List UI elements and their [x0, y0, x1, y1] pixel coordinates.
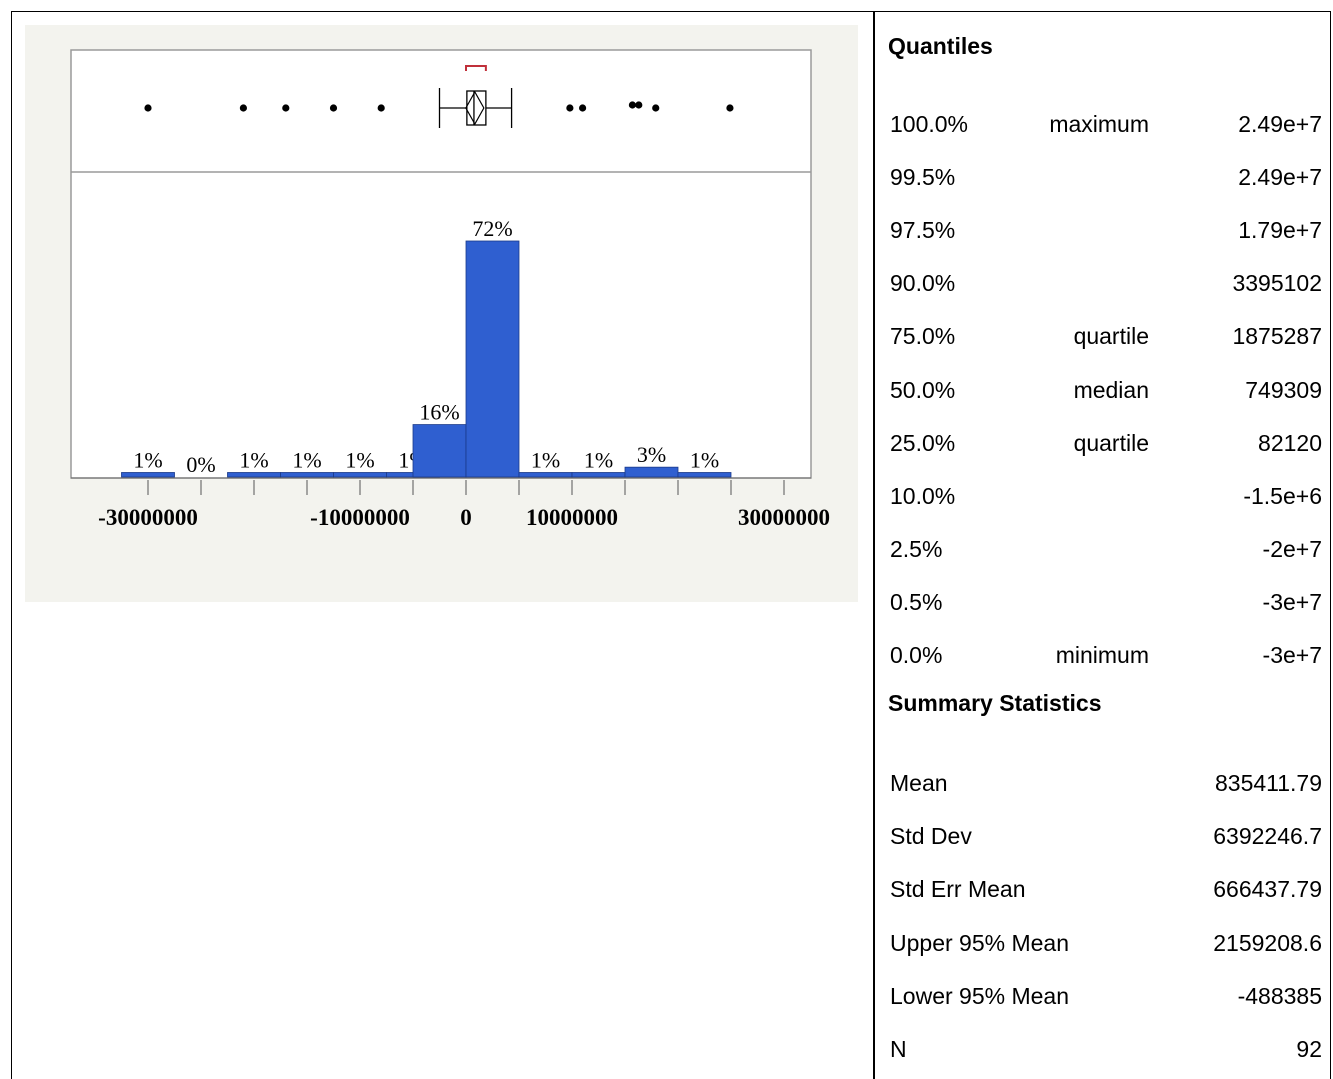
histogram-bar [280, 472, 334, 478]
summary-label: N [890, 1036, 907, 1062]
histogram-bar [465, 240, 520, 478]
summary-label: Mean [890, 770, 948, 796]
summary-label: Std Err Mean [890, 876, 1026, 903]
outlier-point [377, 104, 385, 112]
quantile-value: -3e+7 [1262, 588, 1322, 615]
outlier-point [239, 104, 247, 112]
quantile-row: 25.0% quartile 82120 [890, 430, 1322, 482]
quantile-name: quartile [1073, 323, 1149, 350]
quantile-row: 50.0% median 749309 [890, 377, 1322, 429]
bar-percent-label: 1% [690, 448, 719, 473]
quantile-name: quartile [1073, 429, 1149, 456]
outlier-point [144, 104, 152, 112]
bar-percent-label: 1% [292, 448, 321, 473]
quantile-value: 749309 [1245, 376, 1322, 403]
quantile-percent: 10.0% [890, 482, 956, 509]
quantile-row: 99.5% 2.49e+7 [890, 164, 1322, 216]
quantile-value: 3395102 [1232, 270, 1322, 297]
quantile-percent: 50.0% [890, 376, 956, 403]
quantile-row: 0.0% minimum -3e+7 [890, 642, 1322, 694]
outlier-point [282, 104, 290, 112]
outlier-point [726, 104, 734, 112]
x-tick-label: 10000000 [526, 505, 618, 530]
histogram-bar [121, 472, 175, 478]
outlier-point [566, 104, 574, 112]
quantile-row: 2.5% -2e+7 [890, 536, 1322, 588]
quantile-value: -1.5e+6 [1243, 482, 1322, 509]
bar-percent-label: 16% [419, 400, 459, 425]
summary-value: 92 [1296, 1036, 1322, 1062]
outlier-point [628, 101, 637, 109]
quantile-row: 10.0% -1.5e+6 [890, 483, 1322, 535]
histogram-bar [677, 472, 732, 478]
outlier-point [652, 104, 660, 112]
quantile-name: median [1073, 376, 1149, 403]
histogram-bar [333, 472, 387, 478]
bar-percent-label: 1% [531, 448, 560, 473]
plot-frame [70, 49, 812, 479]
histogram-bar [518, 472, 573, 478]
shortest-half-bracket [465, 65, 487, 71]
report-frame [11, 11, 1331, 1079]
summary-title: Summary Statistics [888, 690, 1102, 716]
outlier-point [579, 104, 587, 112]
x-tick-label: 30000000 [738, 505, 830, 530]
quantile-value: 1875287 [1232, 323, 1322, 350]
quantile-value: -3e+7 [1262, 642, 1322, 668]
quantile-row: 97.5% 1.79e+7 [890, 217, 1322, 269]
quantile-value: 2.49e+7 [1238, 164, 1322, 191]
summary-value: -488385 [1237, 982, 1322, 1009]
quantile-percent: 25.0% [890, 429, 956, 456]
mean-diamond [465, 90, 485, 126]
quantile-percent: 90.0% [890, 270, 956, 297]
outlier-point [635, 101, 643, 109]
bar-percent-label: 72% [472, 216, 512, 241]
column-divider [873, 11, 875, 1079]
box-iqr [466, 90, 487, 126]
quantile-value: 1.79e+7 [1238, 217, 1322, 244]
summary-value: 2159208.6 [1213, 929, 1322, 956]
summary-value: 6392246.7 [1213, 823, 1322, 850]
quantile-percent: 0.0% [890, 642, 943, 668]
quantile-value: -2e+7 [1262, 535, 1322, 562]
histogram-bar [412, 424, 467, 478]
stats-panel: Quantiles 100.0% maximum 2.49e+7 99.5% 2.49e… [875, 12, 1331, 1079]
bar-percent-label: 3% [637, 442, 666, 467]
quantile-value: 2.49e+7 [1238, 111, 1322, 137]
histogram-bar [624, 466, 679, 478]
quantile-value: 82120 [1258, 429, 1322, 456]
x-tick-label: -10000000 [310, 505, 410, 530]
bar-percent-label: 1% [239, 448, 268, 473]
quantile-name: minimum [1055, 642, 1149, 668]
quantile-percent: 0.5% [890, 588, 943, 615]
quantile-row: 100.0% maximum 2.49e+7 [890, 111, 1322, 163]
chart-svg: 1%0%1%1%1%1%16%72%1%1%3%1%-30000000-1000… [70, 49, 830, 530]
bar-percent-label: 0% [186, 452, 215, 477]
summary-label: Upper 95% Mean [890, 929, 1069, 956]
quantile-row: 75.0% quartile 1875287 [890, 323, 1322, 375]
bar-percent-label: 1% [584, 448, 613, 473]
quantile-percent: 75.0% [890, 323, 956, 350]
quantile-percent: 2.5% [890, 535, 943, 562]
summary-label: Std Dev [890, 823, 972, 850]
histogram-bar [571, 472, 626, 478]
outlier-point [329, 104, 338, 112]
quantile-percent: 99.5% [890, 164, 956, 191]
bar-percent-label: 1% [133, 448, 162, 473]
summary-value: 666437.79 [1213, 876, 1322, 903]
quantile-row: 90.0% 3395102 [890, 270, 1322, 322]
quantile-percent: 97.5% [890, 217, 956, 244]
quantile-row: 0.5% -3e+7 [890, 589, 1322, 641]
quantiles-title: Quantiles [888, 33, 993, 59]
x-tick-label: -30000000 [98, 505, 198, 530]
histogram-bar [227, 472, 281, 478]
quantile-name: maximum [1049, 111, 1149, 137]
x-tick-label: 0 [460, 505, 472, 530]
distribution-chart: 1%0%1%1%1%1%16%72%1%1%3%1%-30000000-1000… [25, 25, 858, 602]
bar-percent-label: 1% [345, 448, 374, 473]
summary-value: 835411.79 [1214, 770, 1322, 796]
quantile-percent: 100.0% [890, 111, 969, 137]
summary-label: Lower 95% Mean [890, 982, 1069, 1009]
